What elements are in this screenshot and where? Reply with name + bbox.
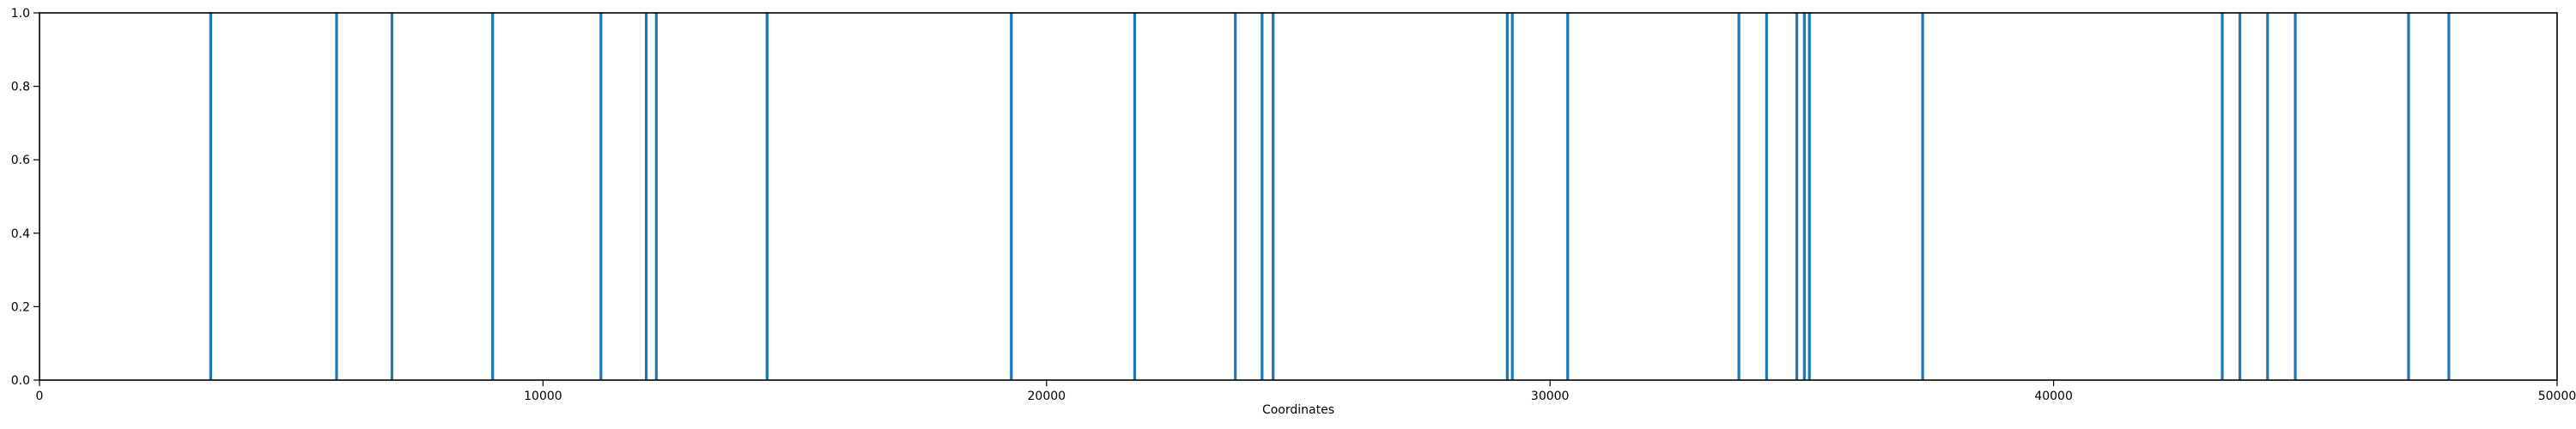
bar — [2266, 13, 2269, 380]
bar — [2407, 13, 2410, 380]
bar — [1505, 13, 1509, 380]
bar — [765, 13, 769, 380]
bar — [1807, 13, 1811, 380]
x-axis-label: Coordinates — [1262, 403, 1334, 417]
x-tick-label: 30000 — [1531, 390, 1570, 403]
bar — [2221, 13, 2224, 380]
x-tick-label: 20000 — [1028, 390, 1066, 403]
bar — [1566, 13, 1570, 380]
bar — [390, 13, 394, 380]
bar — [1133, 13, 1137, 380]
x-tick-label: 40000 — [2034, 390, 2073, 403]
bar — [2447, 13, 2451, 380]
y-tick-label: 0.4 — [11, 227, 30, 241]
bar — [1765, 13, 1768, 380]
plot-frame — [39, 12, 2558, 381]
y-tick-label: 0.8 — [11, 81, 30, 94]
y-tick-label: 1.0 — [11, 7, 30, 21]
bar — [209, 13, 212, 380]
bar — [599, 13, 603, 380]
x-tick-label: 0 — [36, 390, 44, 403]
bar — [1261, 13, 1264, 380]
y-tick-label: 0.6 — [11, 154, 30, 167]
bar — [654, 13, 658, 380]
bar — [1921, 13, 1924, 380]
bar — [491, 13, 495, 380]
bar — [1802, 13, 1806, 380]
y-tick-label: 0.0 — [11, 374, 30, 388]
x-tick-label: 10000 — [524, 390, 562, 403]
bar — [1234, 13, 1237, 380]
y-tick-label: 0.2 — [11, 300, 30, 314]
bar — [1510, 13, 1514, 380]
x-axis: 0 10000 20000 30000 40000 50000 — [36, 380, 2576, 403]
bar — [645, 13, 648, 380]
y-axis: 0.0 0.2 0.4 0.6 0.8 1.0 — [11, 7, 39, 388]
bars-group — [209, 13, 2451, 380]
x-tick-label: 50000 — [2538, 390, 2576, 403]
bar — [1737, 13, 1741, 380]
bar — [1795, 13, 1799, 380]
bar — [2293, 13, 2297, 380]
bar — [335, 13, 338, 380]
bar — [1010, 13, 1013, 380]
bar — [2238, 13, 2242, 380]
bar — [1272, 13, 1275, 380]
